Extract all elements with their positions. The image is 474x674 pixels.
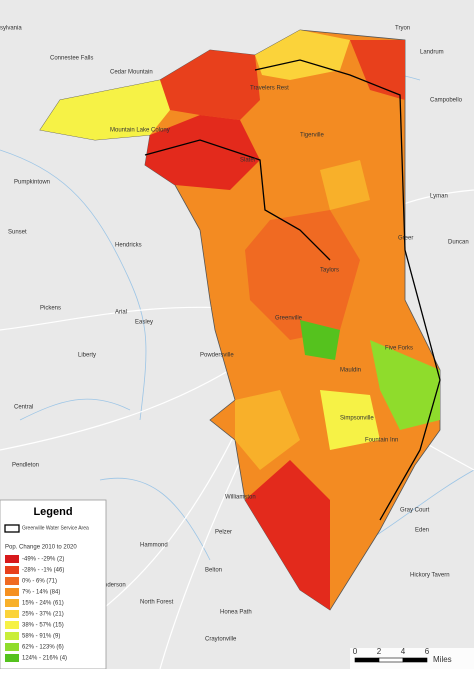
- place-label: Liberty: [78, 353, 96, 359]
- legend-label: 25% - 37% (21): [22, 612, 64, 618]
- place-label: Belton: [205, 568, 222, 574]
- place-label: Tryon: [395, 26, 410, 32]
- region-patch: [350, 40, 405, 100]
- place-label: Pelzer: [215, 530, 232, 536]
- region-patch: [320, 160, 370, 210]
- streams: [0, 59, 474, 561]
- region-patch: [300, 320, 340, 360]
- scale-label: 4: [401, 647, 406, 656]
- legend-label: -49% - -29% (2): [22, 557, 64, 563]
- legend-swatch: [5, 577, 19, 585]
- legend: Legend Greenville Water Service Area Pop. …: [0, 499, 107, 670]
- place-label: Campobello: [430, 98, 463, 104]
- place-label: Eden: [415, 528, 429, 534]
- place-label: Anderson: [100, 583, 126, 589]
- legend-swatch: [5, 654, 19, 662]
- scale-segment: [354, 657, 380, 663]
- place-label: Mauldin: [340, 368, 361, 374]
- region-patch: [145, 115, 260, 190]
- place-label: Lyman: [430, 194, 448, 200]
- legend-label: -28% - -1% (46): [22, 568, 64, 574]
- place-label: Five Forks: [385, 346, 413, 352]
- scale-label: 0: [353, 647, 358, 656]
- service-area-boundary: [144, 139, 331, 261]
- place-label: Greer: [398, 236, 413, 242]
- legend-label: 62% - 123% (6): [22, 645, 64, 651]
- scale-label: 2: [377, 647, 382, 656]
- place-label: Sunset: [8, 230, 27, 236]
- region-patch: [160, 50, 260, 120]
- region-patch: [235, 390, 300, 470]
- place-label: Landrum: [420, 50, 444, 56]
- place-label: Central: [14, 405, 33, 411]
- legend-swatch: [5, 643, 19, 651]
- place-label: Hickory Tavern: [410, 573, 450, 579]
- service-area-boundary: [254, 59, 441, 521]
- legend-swatch: [5, 588, 19, 596]
- region-patch: [320, 390, 380, 450]
- legend-swatch: [5, 566, 19, 574]
- place-label: Easley: [135, 320, 153, 326]
- place-label: Pendleton: [12, 463, 39, 469]
- place-label: Cedar Mountain: [110, 70, 153, 76]
- place-label: Taylors: [320, 268, 339, 274]
- legend-subtitle: Pop. Change 2010 to 2020: [5, 545, 77, 551]
- place-labels: sylvania Connestee Falls Cedar Mountain Mou…: [0, 26, 469, 643]
- place-label: Tigerville: [300, 133, 324, 139]
- region-patch: [370, 340, 440, 430]
- place-label: Simpsonville: [340, 416, 374, 422]
- place-label: Connestee Falls: [50, 56, 93, 62]
- legend-swatch: [5, 599, 19, 607]
- place-label: sylvania: [0, 26, 22, 32]
- place-label: Greenville: [275, 316, 303, 322]
- legend-swatch: [5, 610, 19, 618]
- place-label: Arial: [115, 310, 127, 316]
- legend-label: 7% - 14% (84): [22, 590, 60, 596]
- place-label: Mountain Lake Colony: [110, 128, 170, 134]
- place-label: Pickens: [40, 306, 61, 312]
- place-label: Williamston: [225, 495, 256, 501]
- place-label: Fountain Inn: [365, 438, 398, 444]
- place-label: Craytonville: [205, 637, 237, 643]
- legend-label: Greenville Water Service Area: [22, 525, 89, 531]
- place-label: Powdersville: [200, 353, 234, 359]
- place-label: Pumpkintown: [14, 180, 50, 186]
- legend-label: 38% - 57% (15): [22, 623, 64, 629]
- region-patch: [245, 460, 330, 610]
- place-label: Honea Path: [220, 610, 252, 616]
- legend-label: 58% - 91% (9): [22, 634, 60, 640]
- region-patch: [245, 210, 360, 340]
- scale-segment: [378, 657, 404, 663]
- legend-label: 0% - 6% (71): [22, 579, 57, 585]
- place-label: Duncan: [448, 240, 469, 246]
- place-label: Hendricks: [115, 243, 142, 249]
- place-label: North Forest: [140, 600, 174, 606]
- legend-swatch: [5, 621, 19, 629]
- scale-label: 6: [425, 647, 430, 656]
- place-label: Travelers Rest: [250, 86, 289, 92]
- scale-unit: Miles: [433, 655, 452, 664]
- legend-label: 15% - 24% (61): [22, 601, 64, 607]
- place-label: Gray Court: [400, 508, 430, 514]
- place-label: Hammond: [140, 543, 168, 549]
- legend-swatch: [5, 555, 19, 563]
- service-area-swatch: [4, 524, 20, 533]
- place-label: Slater: [240, 158, 256, 164]
- scale-segment: [402, 657, 428, 663]
- legend-swatch: [5, 632, 19, 640]
- legend-label: 124% - 216% (4): [22, 656, 67, 662]
- region-patch: [40, 80, 170, 140]
- legend-title: Legend: [33, 506, 72, 518]
